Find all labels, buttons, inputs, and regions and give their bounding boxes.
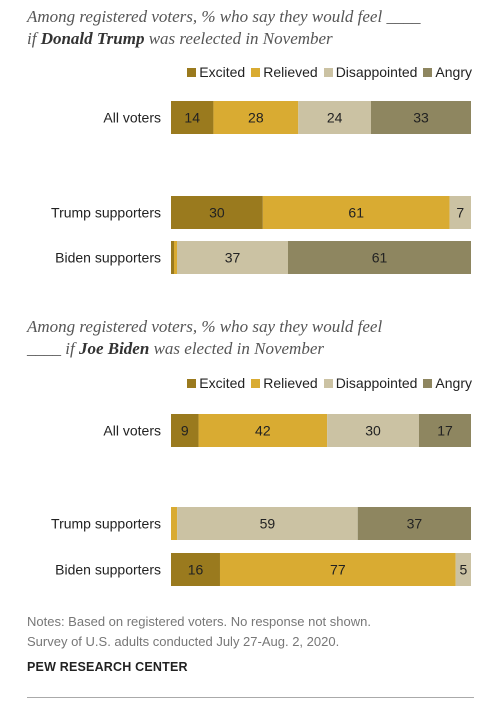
legend-item-angry: Angry [423,375,472,391]
data-label-angry-trump-supporters: 37 [407,516,423,532]
bar-angry-biden-supporters [288,241,471,274]
legend-swatch-disappointed [323,378,333,388]
notes: Notes: Based on registered voters. No re… [27,612,371,652]
legend-item-excited: Excited [187,375,245,391]
bar-excited-trump-supporters [171,196,263,229]
category-label-all-voters: All voters [103,423,161,439]
legend-swatch-disappointed [323,67,333,77]
notes-line2: Survey of U.S. adults conducted July 27-… [27,634,340,649]
bottom-divider [27,697,474,698]
bar-relieved-trump-supporters [171,507,178,540]
data-label-excited-biden-supporters: 16 [188,562,204,578]
bar-angry-all-voters [371,101,471,134]
legend-item-excited: Excited [187,64,245,80]
category-label-trump-supporters: Trump supporters [51,516,161,532]
data-label-disappointed-all-voters: 24 [327,110,343,126]
chart1-title: Among registered voters, % who say they … [27,6,487,50]
legend-swatch-relieved [251,378,261,388]
bar-disappointed-trump-supporters [449,196,471,229]
legend-swatch-angry [423,378,433,388]
data-label-excited-all-voters: 14 [184,110,200,126]
data-label-disappointed-trump-supporters: 7 [456,205,464,221]
legend-item-relieved: Relieved [251,64,318,80]
data-label-relieved-all-voters: 42 [255,423,271,439]
bar-excited-biden-supporters [171,241,174,274]
bar-excited-biden-supporters [171,553,220,586]
data-label-disappointed-trump-supporters: 59 [260,516,276,532]
legend-swatch-excited [187,378,197,388]
data-label-relieved-biden-supporters: 77 [330,562,346,578]
chart2-title: Among registered voters, % who say they … [27,316,487,360]
legend-item-relieved: Relieved [251,375,318,391]
chart1-title-line1: Among registered voters, % who say they … [27,7,421,26]
data-label-excited-all-voters: 9 [181,423,189,439]
legend-item-angry: Angry [423,64,472,80]
category-label-trump-supporters: Trump supporters [51,205,161,221]
bar-disappointed-all-voters [327,414,419,447]
data-label-angry-all-voters: 17 [437,423,453,439]
bar-relieved-all-voters [213,101,299,134]
data-label-disappointed-all-voters: 30 [365,423,381,439]
legend-item-disappointed: Disappointed [323,64,417,80]
data-label-disappointed-biden-supporters: 37 [225,250,241,266]
chart2-title-line1: Among registered voters, % who say they … [27,317,383,336]
category-label-biden-supporters: Biden supporters [55,562,161,578]
legend-swatch-angry [423,67,433,77]
bar-disappointed-biden-supporters [455,553,471,586]
bar-angry-all-voters [418,414,471,447]
notes-line1: Notes: Based on registered voters. No re… [27,614,371,629]
bar-relieved-trump-supporters [262,196,450,229]
bar-excited-all-voters [171,101,214,134]
chart2-title-line2: ____ if Joe Biden was elected in Novembe… [27,339,324,358]
bar-angry-trump-supporters [357,507,471,540]
chart1-title-line2: if Donald Trump was reelected in Novembe… [27,29,333,48]
data-label-relieved-trump-supporters: 61 [348,205,364,221]
bar-excited-all-voters [171,414,199,447]
chart1-plot: All voters 14 28 24 33 Trump supporters 30 61 7 B… [51,101,471,274]
category-label-biden-supporters: Biden supporters [55,250,161,266]
data-label-relieved-all-voters: 28 [248,110,264,126]
bar-disappointed-all-voters [298,101,371,134]
category-label-all-voters: All voters [103,110,161,126]
bar-disappointed-biden-supporters [177,241,288,274]
legend-swatch-relieved [251,67,261,77]
legend-item-disappointed: Disappointed [323,375,417,391]
bar-disappointed-trump-supporters [177,507,358,540]
data-label-disappointed-biden-supporters: 5 [459,562,467,578]
data-label-angry-biden-supporters: 61 [372,250,388,266]
chart2-plot: All voters 9 42 30 17 Trump supporters 59 37 Bid… [51,414,471,586]
brand-label: PEW RESEARCH CENTER [27,660,188,674]
chart2-legend: Excited Relieved Disappointed Angry [187,375,472,391]
legend-swatch-excited [187,67,197,77]
bar-relieved-biden-supporters [219,553,456,586]
bar-relieved-all-voters [198,414,328,447]
bar-relieved-biden-supporters [174,241,177,274]
chart1-legend: Excited Relieved Disappointed Angry [187,64,472,80]
data-label-excited-trump-supporters: 30 [209,205,225,221]
data-label-angry-all-voters: 33 [413,110,429,126]
